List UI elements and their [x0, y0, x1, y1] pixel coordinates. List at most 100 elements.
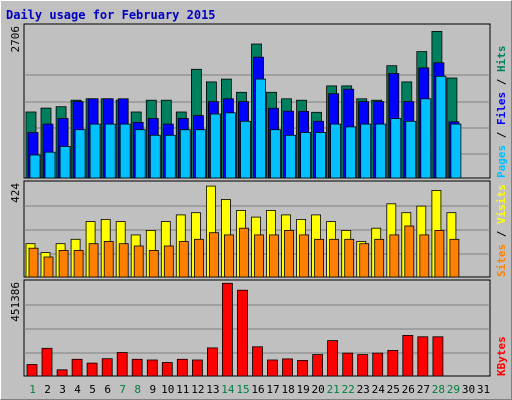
x-tick-20: 20: [311, 383, 324, 396]
bar-sites-day-2: [43, 256, 54, 278]
x-tick-29: 29: [447, 383, 460, 396]
bar-sites-day-18: [284, 229, 294, 278]
bar-kbytes-day-23: [357, 354, 369, 377]
bar-kbytes-day-2: [41, 347, 53, 377]
x-tick-26: 26: [402, 383, 415, 396]
bar-kbytes-day-3: [56, 369, 68, 377]
bar-pages-day-16: [255, 78, 266, 179]
x-tick-19: 19: [296, 383, 309, 396]
bar-sites-day-15: [239, 227, 249, 278]
bar-sites-day-11: [178, 241, 189, 278]
x-tick-10: 10: [161, 383, 174, 396]
bar-pages-day-10: [164, 134, 176, 179]
right-label-part: /: [495, 125, 508, 145]
right-label-part: Files: [495, 92, 508, 125]
x-tick-6: 6: [104, 383, 111, 396]
bar-kbytes-day-21: [327, 340, 339, 377]
bar-kbytes-day-4: [71, 358, 83, 377]
bar-kbytes-day-5: [86, 362, 98, 377]
right-label-part: Hits: [495, 46, 508, 73]
bar-pages-day-26: [405, 120, 417, 179]
bar-pages-day-7: [119, 123, 131, 179]
bar-kbytes-day-18: [282, 358, 293, 377]
x-tick-25: 25: [387, 383, 400, 396]
x-tick-24: 24: [372, 383, 386, 396]
x-tick-30: 30: [462, 383, 475, 396]
bar-kbytes-day-11: [176, 358, 188, 377]
bar-pages-day-1: [29, 154, 41, 179]
x-tick-28: 28: [432, 383, 445, 396]
bar-kbytes-day-14: [221, 282, 233, 377]
bar-kbytes-day-22: [342, 352, 354, 377]
x-tick-5: 5: [89, 383, 96, 396]
bar-sites-day-7: [118, 243, 129, 278]
bar-kbytes-day-1: [26, 364, 38, 377]
bar-sites-day-6: [103, 241, 114, 278]
bar-kbytes-day-8: [131, 358, 143, 377]
bar-pages-day-29: [450, 123, 462, 179]
bar-pages-day-17: [270, 129, 281, 179]
bar-kbytes-day-15: [237, 289, 248, 377]
chart-title: Daily usage for February 2015: [6, 8, 216, 22]
x-tick-14: 14: [221, 383, 235, 396]
bar-kbytes-day-26: [402, 334, 414, 377]
bar-kbytes-day-7: [116, 352, 128, 377]
x-tick-13: 13: [206, 383, 219, 396]
labels: 2706 Pages / Files / Hits 424 Sites / Visit…: [9, 26, 508, 376]
right-label-part: /: [495, 224, 508, 244]
bar-sites-day-23: [359, 243, 370, 278]
x-tick-17: 17: [266, 383, 279, 396]
bar-pages-day-24: [375, 123, 387, 179]
bar-pages-day-27: [420, 98, 432, 179]
bar-sites-day-27: [419, 234, 430, 278]
right-label-part: /: [495, 72, 508, 92]
bar-kbytes-day-6: [101, 358, 113, 377]
bar-sites-day-24: [374, 238, 385, 278]
bar-sites-day-14: [223, 234, 234, 278]
bar-sites-day-8: [133, 245, 144, 278]
bar-kbytes-day-25: [387, 349, 399, 377]
x-tick-27: 27: [417, 383, 430, 396]
bar-pages-day-3: [59, 146, 71, 179]
right-label-part: Sites: [495, 244, 508, 277]
bar-kbytes-day-9: [146, 359, 158, 377]
x-tick-22: 22: [342, 383, 355, 396]
bar-sites-day-22: [344, 238, 355, 278]
x-tick-7: 7: [119, 383, 126, 396]
bar-pages-day-8: [134, 129, 146, 179]
bar-pages-day-22: [345, 126, 357, 179]
bar-pages-day-4: [74, 129, 86, 179]
x-tick-9: 9: [149, 383, 156, 396]
bar-pages-day-12: [194, 129, 206, 179]
bar-kbytes-day-27: [417, 336, 429, 377]
right-label-bot: KBytes: [495, 336, 508, 376]
bar-sites-day-17: [269, 234, 279, 278]
x-tick-8: 8: [134, 383, 141, 396]
bar-kbytes-day-24: [372, 352, 384, 377]
bar-sites-day-21: [329, 238, 340, 278]
bar-kbytes-day-28: [432, 336, 444, 377]
bar-sites-day-5: [88, 243, 99, 278]
bar-sites-day-9: [148, 249, 159, 278]
bar-sites-day-29: [449, 238, 460, 278]
bar-kbytes-day-16: [252, 346, 263, 377]
x-tick-31: 31: [477, 383, 490, 396]
x-tick-3: 3: [59, 383, 66, 396]
ymax-label-mid: 424: [9, 183, 22, 203]
bar-kbytes-day-17: [267, 359, 278, 377]
right-label-part: KBytes: [495, 336, 508, 376]
bars: [25, 30, 462, 377]
bar-sites-day-4: [73, 249, 84, 278]
bar-pages-day-11: [179, 129, 191, 179]
bar-pages-day-20: [315, 132, 327, 179]
bar-sites-day-25: [389, 234, 400, 278]
bar-pages-day-13: [209, 113, 221, 179]
x-tick-16: 16: [251, 383, 264, 396]
bar-sites-day-3: [58, 249, 69, 278]
bar-sites-day-16: [254, 234, 264, 278]
ymax-label-top: 2706: [9, 26, 22, 53]
bar-sites-day-19: [299, 234, 310, 278]
bar-sites-day-28: [434, 229, 445, 278]
